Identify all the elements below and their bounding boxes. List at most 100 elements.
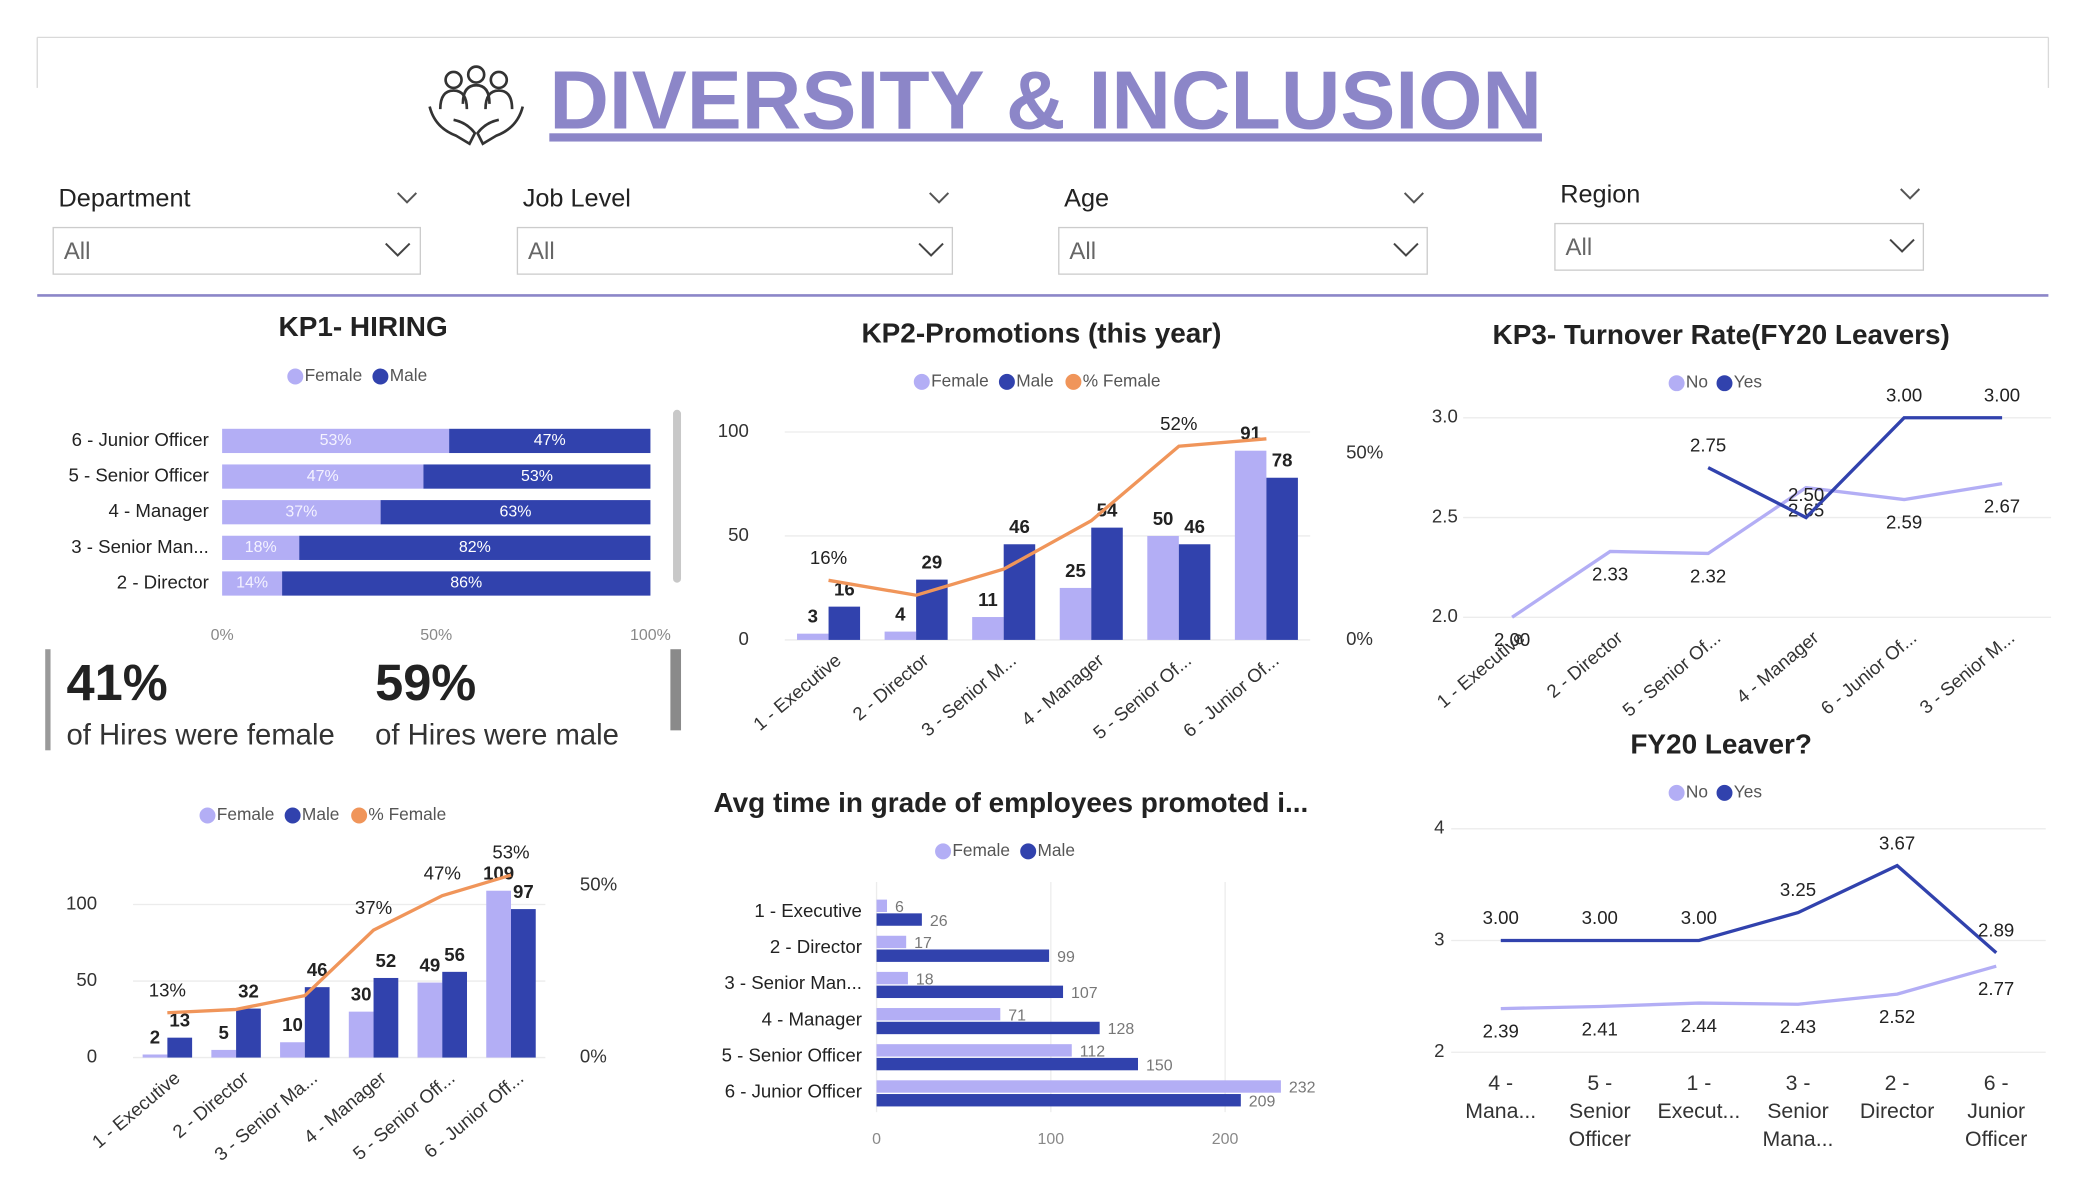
- chart-title: KP3- Turnover Rate(FY20 Leavers): [1493, 319, 1950, 350]
- scrollbar[interactable]: [670, 649, 682, 731]
- legend-marker: [913, 373, 930, 390]
- data-label: 3.00: [1886, 384, 1922, 405]
- dropdown[interactable]: [1554, 222, 1925, 271]
- bar: [876, 913, 922, 926]
- x-tick-label: 1 -Execut...: [1658, 1071, 1741, 1123]
- y-tick-label: 50%: [1346, 442, 1383, 463]
- legend-label: Female: [217, 804, 275, 824]
- bar-segment: [449, 428, 651, 454]
- y-tick-label: 4: [1434, 817, 1444, 838]
- data-label: 2.77: [1978, 978, 2014, 999]
- data-label: 5: [219, 1022, 229, 1043]
- filter[interactable]: Age All: [1058, 184, 1428, 275]
- data-label: 16%: [810, 547, 847, 568]
- chevron: [397, 192, 418, 204]
- y-tick-label: 0%: [1346, 628, 1373, 649]
- data-label: 128: [1108, 1021, 1135, 1038]
- dropdown[interactable]: [52, 226, 421, 275]
- legend-label: Male: [302, 804, 339, 824]
- data-label: 2.00: [1494, 629, 1530, 650]
- y-tick-label: 4 - Manager: [108, 500, 208, 521]
- x-tick-label: 3 - Senior M...: [1915, 627, 2018, 718]
- bar: [876, 1008, 1001, 1021]
- scrollbar[interactable]: [673, 409, 682, 583]
- x-tick-label: 3 -Senior Mana...: [1763, 1071, 1834, 1151]
- legend-marker: [1668, 375, 1685, 392]
- data-label: 37%: [355, 897, 392, 918]
- data-label: 3.00: [1681, 907, 1717, 928]
- card-accent: [45, 649, 51, 751]
- filter[interactable]: Department All: [52, 184, 421, 275]
- y-tick-label: 50: [76, 969, 97, 990]
- bar: [142, 1054, 168, 1058]
- bar: [211, 1049, 237, 1058]
- bar: [828, 606, 861, 640]
- data-label: 26: [930, 913, 948, 930]
- line: [1511, 481, 2003, 619]
- data-label: 232: [1289, 1080, 1316, 1097]
- x-tick-label: 4 -Mana...: [1465, 1071, 1536, 1123]
- data-label: 2.32: [1690, 565, 1726, 586]
- bar: [1059, 587, 1092, 640]
- filter-value: All: [528, 238, 555, 265]
- y-tick-label: 2.0: [1432, 605, 1458, 626]
- data-label: 2.50: [1788, 484, 1824, 505]
- filter[interactable]: Job Level All: [516, 184, 954, 275]
- dropdown[interactable]: [1058, 226, 1428, 275]
- bar: [348, 1011, 374, 1058]
- data-label: 150: [1146, 1057, 1173, 1074]
- legend-label: % Female: [368, 804, 446, 824]
- data-label: 37%: [285, 503, 317, 520]
- filter-value: All: [64, 238, 91, 265]
- legend-label: Yes: [1734, 372, 1763, 392]
- data-label: 2.67: [1984, 495, 2020, 516]
- data-label: 52%: [1160, 413, 1197, 434]
- data-label: 46: [307, 959, 328, 980]
- legend-label: No: [1686, 781, 1708, 801]
- dropdown[interactable]: [516, 226, 954, 275]
- chevron: [1403, 192, 1424, 204]
- y-tick-label: 3.0: [1432, 406, 1458, 427]
- chevron: [929, 192, 950, 204]
- y-tick-label: 100: [66, 892, 97, 913]
- data-label: 107: [1071, 985, 1098, 1002]
- data-label: 29: [922, 552, 943, 573]
- bar: [876, 899, 888, 913]
- legend-marker: [1716, 784, 1733, 801]
- bar: [876, 1057, 1138, 1071]
- data-label: 3.00: [1984, 384, 2020, 405]
- data-label: 209: [1249, 1093, 1276, 1110]
- line: [1500, 863, 1998, 954]
- bar-segment: [222, 428, 450, 454]
- legend-marker: [935, 843, 952, 860]
- data-label: 3.67: [1879, 832, 1915, 853]
- legend-marker: [1020, 843, 1037, 860]
- bar: [876, 1094, 1241, 1107]
- filter-value: All: [1566, 234, 1593, 261]
- data-label: 54: [1097, 500, 1118, 521]
- legend-marker: [284, 807, 301, 824]
- data-label: 2.44: [1681, 1015, 1717, 1036]
- bar: [1178, 544, 1211, 640]
- x-tick-label: 4 - Manager: [1017, 649, 1107, 730]
- bar-segment: [222, 535, 300, 560]
- data-label: 46: [1009, 516, 1030, 537]
- y-tick-label: 2 - Director: [770, 936, 862, 957]
- chevron: [1900, 188, 1921, 200]
- filter[interactable]: Region All: [1554, 180, 1925, 271]
- bar: [417, 982, 443, 1058]
- data-label: 25: [1065, 560, 1086, 581]
- data-label: 18%: [245, 539, 277, 556]
- bar: [510, 909, 536, 1058]
- data-label: 30: [351, 984, 372, 1005]
- data-label: 50: [1153, 508, 1174, 529]
- data-label: 71: [1008, 1007, 1026, 1024]
- x-tick-label: 1 - Executive: [749, 649, 845, 734]
- data-label: 86%: [450, 575, 482, 592]
- data-label: 46: [1184, 516, 1205, 537]
- data-label: 2.52: [1879, 1006, 1915, 1027]
- bar: [876, 1044, 1072, 1057]
- kpi-label: of Hires were male: [375, 720, 619, 752]
- y-tick-label: 50: [728, 524, 749, 545]
- data-label: 2.59: [1886, 511, 1922, 532]
